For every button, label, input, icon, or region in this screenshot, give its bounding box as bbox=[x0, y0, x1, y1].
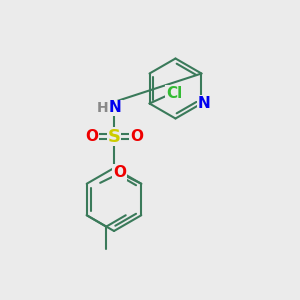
Text: H: H bbox=[97, 101, 108, 115]
Text: O: O bbox=[113, 165, 126, 180]
Text: N: N bbox=[109, 100, 122, 116]
Text: O: O bbox=[130, 129, 143, 144]
Text: Cl: Cl bbox=[166, 86, 182, 101]
Text: S: S bbox=[107, 128, 121, 146]
Text: N: N bbox=[198, 96, 211, 111]
Text: O: O bbox=[85, 129, 98, 144]
